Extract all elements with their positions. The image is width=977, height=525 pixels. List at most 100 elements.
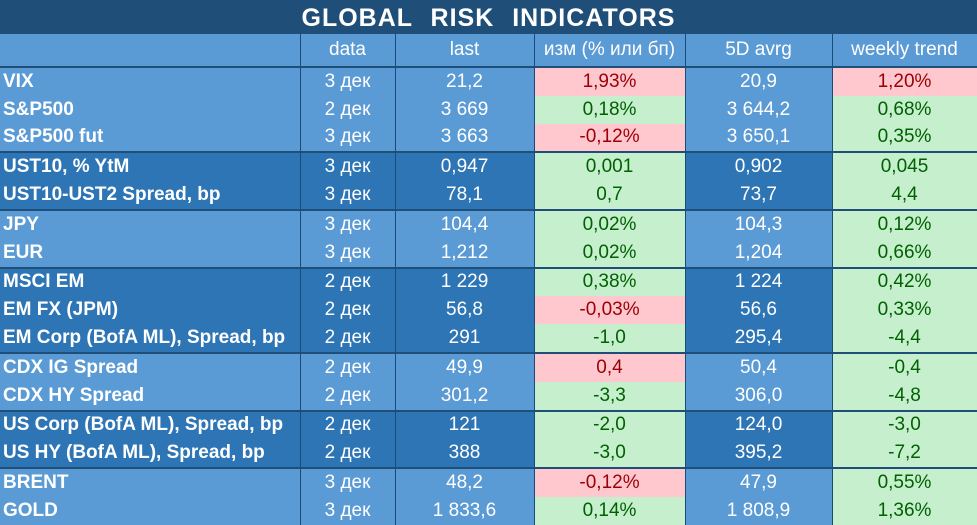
table-row: VIX 3 дек 21,2 1,93% 20,9 1,20% bbox=[0, 67, 977, 96]
five-day-average-cell: 1 224 bbox=[685, 266, 833, 297]
date-cell: 2 дек bbox=[300, 439, 396, 469]
last-value-cell: 78,1 bbox=[395, 181, 535, 210]
five-day-average-cell: 3 650,1 bbox=[685, 123, 833, 153]
last-value-cell: 104,4 bbox=[395, 208, 535, 239]
five-day-average-cell: 56,6 bbox=[685, 296, 833, 325]
header-change: изм (% или бп) bbox=[534, 34, 686, 68]
indicator-name-cell: CDX HY Spread bbox=[0, 381, 301, 411]
date-cell: 3 дек bbox=[300, 238, 396, 268]
weekly-trend-cell: 0,66% bbox=[832, 238, 977, 268]
five-day-average-cell: 20,9 bbox=[685, 67, 833, 96]
last-value-cell: 21,2 bbox=[395, 67, 535, 96]
weekly-trend-cell: 0,42% bbox=[832, 266, 977, 297]
indicator-name-cell: EUR bbox=[0, 238, 301, 268]
table-row: S&P500 fut 3 дек 3 663 -0,12% 3 650,1 0,35% bbox=[0, 123, 977, 153]
indicator-name-cell: VIX bbox=[0, 67, 301, 96]
last-value-cell: 3 669 bbox=[395, 95, 535, 124]
five-day-average-cell: 104,3 bbox=[685, 208, 833, 239]
date-cell: 2 дек bbox=[300, 324, 396, 353]
change-cell: 0,18% bbox=[534, 95, 686, 124]
weekly-trend-cell: -3,0 bbox=[832, 409, 977, 440]
change-cell: -0,12% bbox=[534, 123, 686, 153]
header-weekly-trend: weekly trend bbox=[832, 34, 977, 68]
indicator-name-cell: EM FX (JPM) bbox=[0, 296, 301, 325]
date-cell: 3 дек bbox=[300, 67, 396, 96]
indicator-name-cell: UST10-UST2 Spread, bp bbox=[0, 181, 301, 210]
last-value-cell: 291 bbox=[395, 324, 535, 353]
indicator-name-cell: UST10, % YtM bbox=[0, 151, 301, 182]
change-cell: -3,3 bbox=[534, 381, 686, 411]
table-row: EM FX (JPM) 2 дек 56,8 -0,03% 56,6 0,33% bbox=[0, 296, 977, 325]
header-indicator bbox=[0, 34, 301, 68]
table-row: MSCI EM 2 дек 1 229 0,38% 1 224 0,42% bbox=[0, 266, 977, 297]
date-cell: 2 дек bbox=[300, 296, 396, 325]
indicator-name-cell: JPY bbox=[0, 208, 301, 239]
five-day-average-cell: 306,0 bbox=[685, 381, 833, 411]
indicator-name-cell: US HY (BofA ML), Spread, bp bbox=[0, 439, 301, 469]
five-day-average-cell: 124,0 bbox=[685, 409, 833, 440]
table-row: JPY 3 дек 104,4 0,02% 104,3 0,12% bbox=[0, 208, 977, 239]
table-row: S&P500 2 дек 3 669 0,18% 3 644,2 0,68% bbox=[0, 95, 977, 124]
weekly-trend-cell: 0,33% bbox=[832, 296, 977, 325]
date-cell: 2 дек bbox=[300, 381, 396, 411]
change-cell: -2,0 bbox=[534, 409, 686, 440]
weekly-trend-cell: -0,4 bbox=[832, 351, 977, 382]
change-cell: 0,4 bbox=[534, 351, 686, 382]
indicator-name-cell: CDX IG Spread bbox=[0, 351, 301, 382]
date-cell: 3 дек bbox=[300, 467, 396, 497]
table-row: GOLD 3 дек 1 833,6 0,14% 1 808,9 1,36% bbox=[0, 496, 977, 525]
date-cell: 3 дек bbox=[300, 496, 396, 525]
indicator-name-cell: US Corp (BofA ML), Spread, bp bbox=[0, 409, 301, 440]
last-value-cell: 49,9 bbox=[395, 351, 535, 382]
date-cell: 2 дек bbox=[300, 266, 396, 297]
last-value-cell: 1 833,6 bbox=[395, 496, 535, 525]
five-day-average-cell: 0,902 bbox=[685, 151, 833, 182]
header-5d-average: 5D avrg bbox=[685, 34, 833, 68]
indicator-name-cell: EM Corp (BofA ML), Spread, bp bbox=[0, 324, 301, 353]
five-day-average-cell: 73,7 bbox=[685, 181, 833, 210]
last-value-cell: 121 bbox=[395, 409, 535, 440]
five-day-average-cell: 47,9 bbox=[685, 467, 833, 497]
weekly-trend-cell: 0,68% bbox=[832, 95, 977, 124]
change-cell: -0,03% bbox=[534, 296, 686, 325]
weekly-trend-cell: 0,12% bbox=[832, 208, 977, 239]
table-row: US Corp (BofA ML), Spread, bp 2 дек 121 -2,… bbox=[0, 409, 977, 440]
weekly-trend-cell: -4,4 bbox=[832, 324, 977, 353]
weekly-trend-cell: -7,2 bbox=[832, 439, 977, 469]
five-day-average-cell: 1,204 bbox=[685, 238, 833, 268]
date-cell: 3 дек bbox=[300, 208, 396, 239]
table-row: US HY (BofA ML), Spread, bp 2 дек 388 -3,0 3… bbox=[0, 439, 977, 469]
weekly-trend-cell: 1,36% bbox=[832, 496, 977, 525]
date-cell: 3 дек bbox=[300, 181, 396, 210]
five-day-average-cell: 295,4 bbox=[685, 324, 833, 353]
change-cell: 0,14% bbox=[534, 496, 686, 525]
weekly-trend-cell: -4,8 bbox=[832, 381, 977, 411]
change-cell: 0,38% bbox=[534, 266, 686, 297]
last-value-cell: 56,8 bbox=[395, 296, 535, 325]
last-value-cell: 1 229 bbox=[395, 266, 535, 297]
last-value-cell: 3 663 bbox=[395, 123, 535, 153]
change-cell: 0,02% bbox=[534, 238, 686, 268]
last-value-cell: 301,2 bbox=[395, 381, 535, 411]
table-row: BRENT 3 дек 48,2 -0,12% 47,9 0,55% bbox=[0, 467, 977, 497]
table-row: UST10, % YtM 3 дек 0,947 0,001 0,902 0,045 bbox=[0, 151, 977, 182]
change-cell: -3,0 bbox=[534, 439, 686, 469]
table-row: CDX IG Spread 2 дек 49,9 0,4 50,4 -0,4 bbox=[0, 351, 977, 382]
change-cell: 0,7 bbox=[534, 181, 686, 210]
last-value-cell: 48,2 bbox=[395, 467, 535, 497]
table-row: CDX HY Spread 2 дек 301,2 -3,3 306,0 -4,8 bbox=[0, 381, 977, 411]
weekly-trend-cell: 4,4 bbox=[832, 181, 977, 210]
indicator-name-cell: MSCI EM bbox=[0, 266, 301, 297]
indicator-name-cell: GOLD bbox=[0, 496, 301, 525]
table-row: EM Corp (BofA ML), Spread, bp 2 дек 291 -1,… bbox=[0, 324, 977, 353]
last-value-cell: 388 bbox=[395, 439, 535, 469]
header-date: data bbox=[300, 34, 396, 68]
table-body: VIX 3 дек 21,2 1,93% 20,9 1,20% S&P500 2 дек 3 6… bbox=[0, 67, 977, 525]
date-cell: 2 дек bbox=[300, 409, 396, 440]
date-cell: 2 дек bbox=[300, 95, 396, 124]
change-cell: 1,93% bbox=[534, 67, 686, 96]
five-day-average-cell: 3 644,2 bbox=[685, 95, 833, 124]
date-cell: 3 дек bbox=[300, 151, 396, 182]
date-cell: 2 дек bbox=[300, 351, 396, 382]
change-cell: 0,02% bbox=[534, 208, 686, 239]
